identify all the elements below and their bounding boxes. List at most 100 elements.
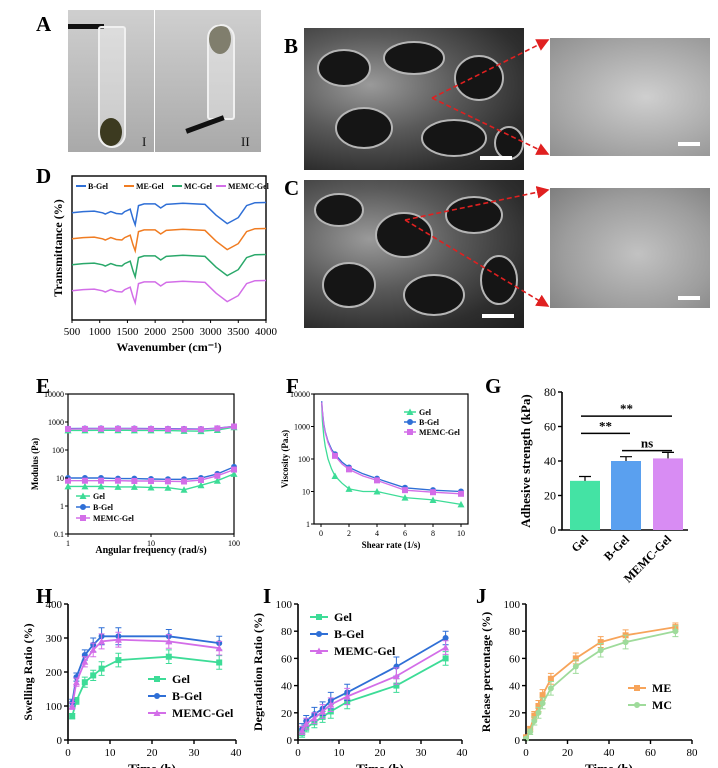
- sem-zoom-c: [550, 188, 710, 308]
- h-point: [81, 658, 89, 665]
- e-y-tick-label: 1000: [48, 418, 64, 427]
- e-legend-label: MEMC-Gel: [93, 514, 135, 523]
- f-point: [331, 472, 339, 479]
- h-y-tick-label: 100: [46, 701, 63, 713]
- e-legend-label: B-Gel: [93, 503, 114, 512]
- h-x-tick-label: 0: [65, 747, 71, 759]
- f-y-tick-label: 1: [306, 520, 310, 529]
- i-legend-marker: [315, 647, 323, 654]
- e-plot-frame: [67, 393, 235, 535]
- h-legend-marker: [154, 676, 160, 682]
- d-line-b-gel: [71, 201, 267, 228]
- f-point: [374, 477, 380, 484]
- g-y-axis-label: Adhesive strength (kPa): [518, 394, 533, 527]
- zoom-arrow-c-top: [404, 186, 550, 221]
- f-y-tick-label: 10: [302, 488, 310, 497]
- f-point: [332, 452, 338, 459]
- i-point: [442, 635, 449, 641]
- j-x-tick-label: 80: [687, 747, 699, 759]
- f-legend-marker: [406, 408, 414, 415]
- j-point: [547, 685, 554, 692]
- e-point: [213, 477, 221, 484]
- i-x-tick-label: 10: [334, 747, 346, 759]
- h-point: [73, 697, 80, 704]
- panel-label-c: C: [284, 176, 300, 200]
- g-bar-b-gel: [611, 461, 641, 530]
- j-point: [539, 692, 546, 699]
- h-point: [89, 646, 97, 653]
- j-point: [672, 628, 679, 635]
- h-x-tick-label: 20: [147, 747, 159, 759]
- zoom-arrows: [404, 39, 550, 307]
- h-legend-label: Gel: [172, 672, 191, 686]
- e-y-axis-label: Modulus (Pa): [30, 438, 40, 490]
- i-point: [327, 701, 335, 708]
- panel-label-b: B: [284, 34, 299, 58]
- j-point: [527, 728, 534, 735]
- h-point: [165, 637, 173, 645]
- g-error-bar: [662, 451, 674, 459]
- e-point: [81, 425, 88, 432]
- f-point: [345, 485, 353, 492]
- i-point: [298, 726, 306, 734]
- gel-sample-shape: [100, 118, 122, 146]
- sub-label-ii: II: [241, 134, 250, 149]
- e-point: [214, 425, 221, 432]
- scale-bar: [482, 314, 514, 318]
- f-legend-label: MEMC-Gel: [419, 428, 461, 437]
- h-x-axis-label: Time (h): [128, 761, 176, 768]
- h-y-tick-label: 200: [46, 667, 63, 679]
- f-y-tick-label: 1000: [294, 423, 310, 432]
- sem-image-c: [304, 180, 524, 328]
- g-y-tick-label: 20: [544, 489, 556, 503]
- e-point: [114, 477, 121, 484]
- i-point: [343, 692, 351, 700]
- h-legend-label: MEMC-Gel: [172, 706, 234, 720]
- j-point: [535, 709, 542, 716]
- f-legend-marker: [407, 429, 413, 435]
- i-legend-label: B-Gel: [334, 627, 365, 641]
- d-legend-label: MEMC-Gel: [228, 182, 270, 191]
- panel-label-h: H: [36, 584, 53, 608]
- e-point: [98, 425, 105, 432]
- e-point: [181, 426, 188, 433]
- g-error-bar: [620, 456, 632, 461]
- h-legend-marker: [154, 693, 160, 699]
- scale-bar: [480, 156, 512, 160]
- i-y-axis-label: Degradation Ratio (%): [251, 613, 265, 731]
- e-point: [64, 482, 72, 490]
- f-y-axis-label: Viscosity (Pa.s): [280, 430, 290, 488]
- d-line-memc-gel: [71, 279, 267, 306]
- f-legend-marker: [407, 419, 413, 425]
- i-legend-label: Gel: [334, 610, 353, 624]
- f-point: [429, 496, 437, 503]
- d-x-tick-label: 4000: [255, 326, 278, 338]
- f-x-tick-label: 8: [431, 529, 435, 538]
- j-point: [622, 639, 629, 646]
- e-point: [97, 482, 105, 490]
- e-y-tick-label: 0.1: [54, 530, 64, 539]
- i-y-tick-label: 20: [281, 708, 293, 720]
- e-x-tick-label: 1: [66, 539, 70, 548]
- h-point: [114, 636, 122, 643]
- j-axes: [525, 604, 692, 741]
- e-point: [231, 466, 237, 473]
- h-x-tick-label: 30: [189, 747, 201, 759]
- f-point: [373, 488, 381, 495]
- f-x-tick-label: 4: [375, 529, 379, 538]
- panel-label-j: J: [476, 584, 487, 608]
- i-legend-label: MEMC-Gel: [334, 644, 396, 658]
- f-point: [458, 490, 464, 497]
- d-x-tick-label: 2500: [172, 326, 195, 338]
- g-x-tick-label: Gel: [568, 532, 591, 555]
- j-x-tick-label: 0: [523, 747, 529, 759]
- panel-label-e: E: [36, 374, 51, 398]
- f-line-memc-gel: [321, 402, 462, 495]
- e-point: [81, 477, 88, 484]
- e-point: [164, 426, 171, 433]
- e-point: [214, 472, 221, 479]
- e-legend-label: Gel: [93, 492, 106, 501]
- d-x-tick-label: 1500: [116, 326, 139, 338]
- e-x-tick-label: 10: [147, 539, 155, 548]
- scale-bar: [678, 296, 700, 300]
